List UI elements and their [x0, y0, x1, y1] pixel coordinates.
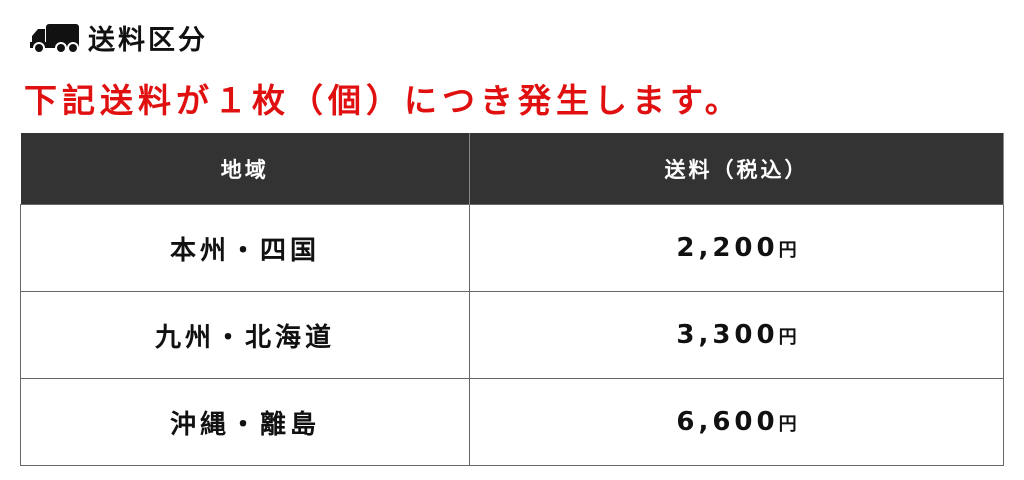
region-cell: 本州・四国: [20, 204, 470, 292]
shipping-table: 地域 送料（税込） 本州・四国 2,200円 九州・北海道 3,300円 沖縄・…: [20, 133, 1004, 466]
price: 6,600: [676, 407, 779, 437]
currency-unit: 円: [778, 327, 797, 348]
title-text: 送料区分: [88, 25, 208, 56]
section-title: 送料区分: [30, 18, 208, 57]
truck-icon: [30, 23, 79, 54]
shipping-notice: 下記送料が１枚（個）につき発生します。: [24, 81, 743, 120]
price-cell: 6,600円: [469, 378, 1004, 466]
table-row: 九州・北海道 3,300円: [20, 291, 1004, 379]
price: 3,300: [676, 320, 779, 350]
price: 2,200: [676, 233, 779, 263]
column-header-region: 地域: [20, 133, 470, 205]
column-header-fee: 送料（税込）: [469, 133, 1004, 205]
table-row: 沖縄・離島 6,600円: [20, 378, 1004, 466]
region-cell: 沖縄・離島: [20, 378, 470, 466]
region-cell: 九州・北海道: [20, 291, 470, 379]
currency-unit: 円: [778, 414, 797, 435]
table-header: 地域 送料（税込）: [20, 133, 1004, 205]
price-cell: 3,300円: [469, 291, 1004, 379]
price-cell: 2,200円: [469, 204, 1004, 292]
currency-unit: 円: [778, 240, 797, 261]
table-row: 本州・四国 2,200円: [20, 204, 1004, 292]
